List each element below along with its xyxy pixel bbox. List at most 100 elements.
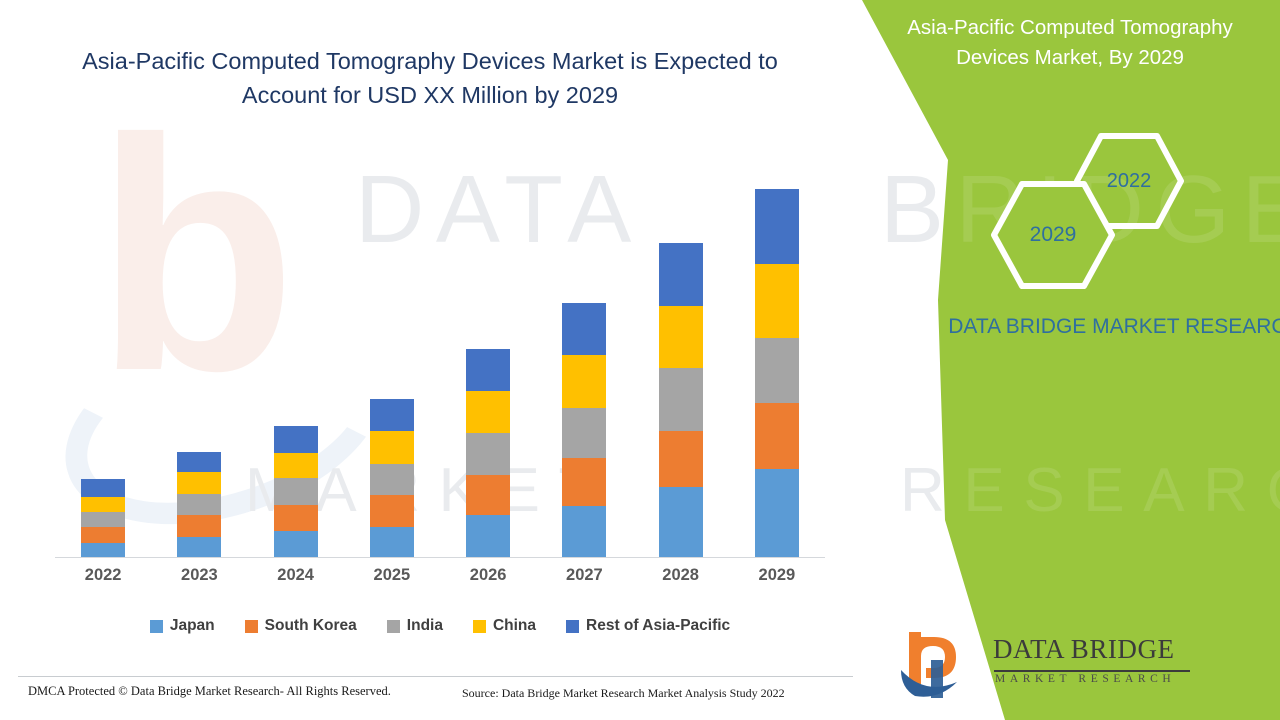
bar-segment [754,338,799,403]
x-axis-label-2024: 2024 [277,566,314,584]
bar-segment [754,263,799,339]
logo-wordmark: DATA BRIDGE [993,634,1175,664]
legend-label: China [492,617,537,634]
legend-label: India [406,617,443,634]
bar-segment [369,527,414,557]
hexagon-2022-label: 2022 [1106,169,1152,192]
bar-segment [81,479,126,498]
legend-label: South Korea [264,617,357,634]
bar-segment [562,355,607,408]
bar-segment [81,512,126,528]
bar-segment [177,451,222,473]
hexagon-2029-label: 2029 [1029,223,1077,246]
legend-swatch-icon [244,619,258,633]
x-axis-labels: 2022 2023 2024 2025 2026 2027 2028 2029 [55,566,825,585]
bar-segment [369,463,414,496]
legend-item[interactable]: India [386,617,443,635]
hexagon-2029: 2029 [990,180,1116,290]
logo-mark-icon [901,632,957,698]
legend-label: Rest of Asia-Pacific [586,617,731,634]
bar-segment [273,531,318,557]
bar-stack [177,451,222,557]
bar-segment [81,527,126,544]
bar-segment [273,478,318,506]
bar-stack [273,425,318,557]
bar-stack [562,303,607,557]
green-panel-title: Asia-Pacific Computed Tomography Devices… [907,16,1233,69]
data-bridge-logo: DATA BRIDGE MARKET RESEARCH [895,626,1225,698]
footer-source: Source: Data Bridge Market Research Mark… [462,686,785,700]
legend-item[interactable]: China [472,617,537,635]
legend-swatch-icon [566,619,580,633]
bar-segment [369,398,414,431]
x-axis-label-2026: 2026 [469,566,507,584]
bar-stack [754,188,799,557]
bar-segment [177,472,222,495]
bar-segment [369,495,414,528]
legend-swatch-icon [472,619,486,633]
bar-segment [562,407,607,458]
bar-segment [658,306,703,368]
bar-column-2025 [344,160,440,557]
bar-column-2028 [633,160,729,557]
footer-copyright: DMCA Protected © Data Bridge Market Rese… [28,684,391,698]
bar-segment [81,497,126,513]
bar-column-2027 [536,160,632,557]
bar-series-container [55,160,825,557]
bar-stack [81,479,126,557]
bar-segment [754,188,799,264]
bar-segment [177,494,222,516]
bar-segment [466,432,511,476]
bar-segment [177,515,222,538]
chart-plot-area [55,160,825,558]
x-axis-line [55,557,825,558]
chart-title: Asia-Pacific Computed Tomography Devices… [82,48,778,108]
x-axis-label-2029: 2029 [758,566,796,584]
bar-segment [466,515,511,557]
x-axis-label-2025: 2025 [373,566,411,584]
bar-stack [466,349,511,557]
bar-column-2029 [729,160,825,557]
bar-segment [658,367,703,431]
bar-segment [273,425,318,453]
bar-column-2022 [55,160,151,557]
logo-tagline: MARKET RESEARCH [995,673,1176,685]
bar-segment [369,430,414,464]
bar-stack [369,398,414,557]
legend-item[interactable]: South Korea [244,617,357,635]
bar-segment [658,430,703,488]
logo-underline [994,670,1190,672]
bar-segment [81,543,126,557]
x-axis-label-2027: 2027 [566,566,603,584]
legend-item[interactable]: Rest of Asia-Pacific [566,617,730,635]
bar-segment [658,487,703,557]
bar-stack [658,242,703,557]
bar-segment [562,303,607,356]
bar-segment [562,506,607,557]
chart-legend: Japan South Korea India China Rest of Asia-P… [55,617,825,635]
bar-column-2024 [248,160,344,557]
bar-column-2026 [440,160,536,557]
bar-segment [273,505,318,532]
legend-swatch-icon [149,619,163,633]
bar-segment [177,537,222,557]
footer-divider [18,676,853,677]
legend-label: Japan [169,617,215,634]
bar-segment [658,242,703,307]
bar-segment [466,349,511,391]
x-axis-label-2023: 2023 [181,566,218,584]
legend-item[interactable]: Japan [149,617,215,635]
bar-segment [754,469,799,557]
brand-name-text: DATA BRIDGE MARKET RESEARCH [948,315,1280,338]
x-axis-label-2022: 2022 [84,566,122,584]
bar-segment [754,402,799,470]
bar-segment [562,457,607,507]
bar-column-2023 [151,160,247,557]
bar-segment [466,390,511,433]
legend-swatch-icon [386,619,400,633]
bar-segment [466,475,511,516]
bar-segment [273,452,318,479]
chart-panel: Asia-Pacific Computed Tomography Devices… [18,48,853,700]
x-axis-label-2028: 2028 [662,566,699,584]
